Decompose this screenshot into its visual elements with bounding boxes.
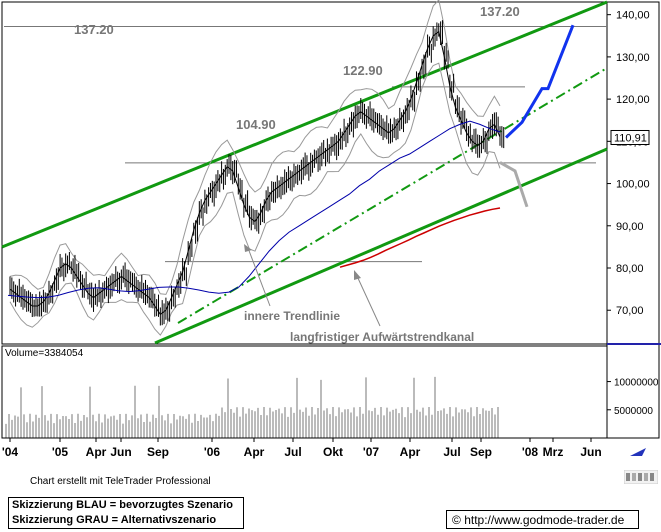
scenario-gray bbox=[499, 161, 529, 208]
volume-panel: Volume=3384054 bbox=[5, 348, 499, 438]
moving-average-blue bbox=[7, 120, 501, 299]
price-tick-label: 120,00 bbox=[616, 94, 650, 106]
x-tick-label: Apr bbox=[400, 445, 421, 459]
annotation-arrow-inner bbox=[247, 247, 271, 307]
annotation-arrowhead-channel bbox=[354, 270, 361, 280]
level-label-137: 137.20 bbox=[74, 22, 114, 37]
price-tick-label: 130,00 bbox=[616, 52, 650, 64]
last-price-label: 110,91 bbox=[614, 132, 647, 144]
price-tick-label: 90,00 bbox=[616, 221, 644, 233]
copyright-icon: © bbox=[452, 513, 461, 527]
axis-labels: 140,00130,00120,00110,00100,0090,0080,00… bbox=[2, 10, 659, 459]
x-tick-label: '07 bbox=[363, 445, 380, 459]
level-label-137-right: 137.20 bbox=[480, 4, 520, 19]
price-tick-label: 80,00 bbox=[616, 263, 644, 275]
annotation-arrowhead-inner bbox=[244, 244, 252, 252]
x-tick-label: Mrz bbox=[543, 445, 564, 459]
annotation-channel: langfristiger Aufwärtstrendkanal bbox=[290, 330, 474, 344]
volume-tick-label: 5000000 bbox=[614, 406, 653, 417]
level-label-122: 122.90 bbox=[343, 63, 383, 78]
level-label-104: 104.90 bbox=[236, 117, 276, 132]
annotation-arrow-channel bbox=[356, 275, 381, 327]
x-tick-label: Apr bbox=[244, 445, 265, 459]
x-tick-label: Jul bbox=[443, 445, 460, 459]
x-tick-label: Apr bbox=[86, 445, 107, 459]
channel-lower bbox=[154, 147, 608, 345]
zoom-icon bbox=[630, 448, 646, 456]
band-upper bbox=[9, 0, 501, 295]
url-text: http://www.godmode-trader.de bbox=[464, 513, 625, 527]
x-tick-label: Sep bbox=[147, 445, 169, 459]
x-tick-label: Okt bbox=[323, 445, 343, 459]
teletrader-logo bbox=[624, 470, 658, 484]
annotation-inner-trendline: innere Trendlinie bbox=[244, 309, 340, 323]
price-line bbox=[9, 30, 501, 316]
legend-blue: Skizzierung BLAU = bevorzugtes Szenario bbox=[12, 499, 233, 511]
chart-credit: Chart erstellt mit TeleTrader Profession… bbox=[30, 476, 211, 487]
price-tick-label: 140,00 bbox=[616, 10, 650, 22]
inner-trendline bbox=[177, 67, 608, 324]
moving-average-red bbox=[339, 207, 501, 268]
legend-gray: Skizzierung GRAU = Alternativszenario bbox=[12, 514, 217, 526]
x-tick-label: '06 bbox=[204, 445, 221, 459]
x-tick-label: '04 bbox=[2, 445, 19, 459]
x-tick-label: Jun bbox=[110, 445, 131, 459]
price-panel: 137.20 137.20 122.90 104.90 innere Trendlini… bbox=[1, 0, 608, 345]
band-lower bbox=[9, 62, 501, 336]
x-tick-label: Sep bbox=[470, 445, 492, 459]
axis-frame bbox=[606, 1, 660, 439]
volume-frame bbox=[1, 345, 608, 439]
x-tick-label: '08 bbox=[522, 445, 539, 459]
x-tick-label: Jun bbox=[580, 445, 601, 459]
volume-label: Volume=3384054 bbox=[5, 348, 84, 359]
website-link[interactable]: © http://www.godmode-trader.de bbox=[446, 510, 639, 529]
scenario-legend: Skizzierung BLAU = bevorzugtes Szenario … bbox=[8, 497, 244, 529]
channel-upper bbox=[1, 0, 608, 249]
price-tick-label: 70,00 bbox=[616, 305, 644, 317]
volume-tick-label: 10000000 bbox=[614, 378, 659, 389]
last-price-box bbox=[610, 129, 650, 145]
x-tick-label: '05 bbox=[52, 445, 69, 459]
x-tick-label: Jul bbox=[284, 445, 301, 459]
scenario-blue bbox=[504, 24, 575, 139]
price-tick-label: 100,00 bbox=[616, 179, 650, 191]
